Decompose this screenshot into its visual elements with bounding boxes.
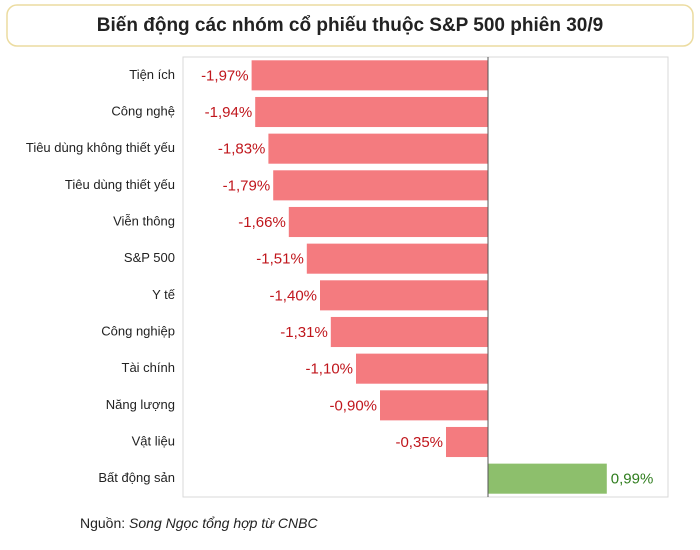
value-label: -1,79% <box>223 177 271 194</box>
bar <box>488 463 607 494</box>
bar <box>320 280 488 311</box>
bar <box>251 60 488 91</box>
chart-title: Biến động các nhóm cổ phiếu thuộc S&P 50… <box>97 15 603 36</box>
y-tick-label: Tài chính <box>122 360 175 375</box>
y-tick-label: Viễn thông <box>113 213 175 228</box>
value-label: -1,66% <box>238 214 286 231</box>
value-label: -0,90% <box>329 397 377 414</box>
value-label: -1,94% <box>205 104 253 121</box>
y-tick-label: S&P 500 <box>124 250 175 265</box>
source-text: Song Ngọc tổng hợp từ CNBC <box>129 515 318 531</box>
bar <box>273 170 488 201</box>
source: Nguồn: Song Ngọc tổng hợp từ CNBC <box>80 515 318 531</box>
value-label: 0,99% <box>611 471 654 488</box>
bar <box>288 206 488 238</box>
plot-frame <box>182 56 669 498</box>
y-tick-label: Tiêu dùng thiết yếu <box>65 177 175 192</box>
value-label: -1,97% <box>201 67 249 84</box>
bar <box>330 316 488 348</box>
source-label: Nguồn: <box>80 515 125 531</box>
bar <box>446 426 488 458</box>
value-label: -1,40% <box>269 287 317 304</box>
y-tick-label: Năng lượng <box>106 397 175 412</box>
value-label: -0,35% <box>395 434 443 451</box>
value-label: -1,10% <box>305 361 353 378</box>
y-tick-label: Y tế <box>152 287 176 302</box>
y-tick-label: Vật liệu <box>132 433 175 448</box>
value-label: -1,51% <box>256 251 304 268</box>
y-tick-label: Công nghệ <box>111 103 175 118</box>
y-tick-label: Công nghiệp <box>101 323 175 338</box>
y-tick-label: Bất động sản <box>98 470 175 485</box>
bar <box>255 96 488 128</box>
y-tick-label: Tiêu dùng không thiết yếu <box>26 140 175 155</box>
bar <box>380 390 488 421</box>
y-tick-label: Tiện ích <box>129 67 175 82</box>
value-label: -1,83% <box>218 141 266 158</box>
bar <box>306 243 488 274</box>
value-label: -1,31% <box>280 324 328 341</box>
bar <box>356 353 488 384</box>
title-box <box>6 4 694 47</box>
bar <box>268 133 488 164</box>
